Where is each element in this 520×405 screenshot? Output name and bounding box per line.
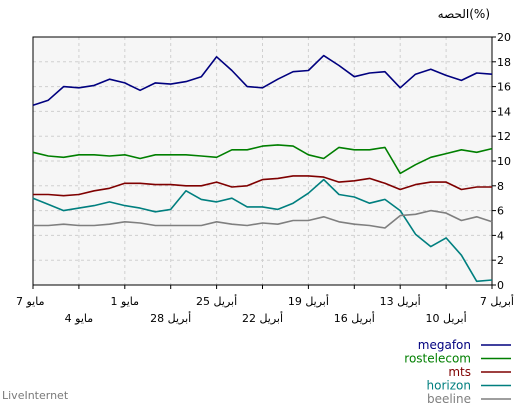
series-line-beeline [33,209,493,229]
x-tick-label: 16 أبريل [334,311,375,325]
y-tick-label: 18 [497,56,511,69]
x-tick-label: 13 أبريل [380,294,421,308]
series-line-megafon [32,54,493,106]
legend-label-rostelecom: rostelecom [404,352,471,366]
y-tick-label: 6 [497,205,504,218]
series-line-horizon [32,178,493,283]
legend-label-mts: mts [448,365,471,379]
y-tick-label: 0 [497,279,504,292]
watermark: LiveInternet [2,389,69,402]
x-tick-label: 25 أبريل [196,294,237,308]
y-tick-label: 2 [497,254,504,267]
series-line-mts [33,175,492,197]
series-line-rostelecom [32,144,493,175]
y-tick-label: 16 [497,81,511,94]
x-tick-label: 7 مايو [16,295,45,308]
y-tick-label: 20 [497,31,511,44]
y-axis-label: الحصه(%) [438,7,490,21]
x-tick-label: 7 أبريل [480,294,514,308]
y-tick-label: 14 [497,105,511,118]
axes: 0 2 4 6 8 10 12 14 16 18 20 7 أبريل 10 أبريل 13 أبريل… [16,31,514,325]
x-tick-label: 4 مايو [65,312,94,325]
x-tick-label: 1 مايو [111,295,140,308]
y-tick-label: 10 [497,155,511,168]
y-tick-label: 12 [497,130,511,143]
x-tick-label: 22 أبريل [242,311,283,325]
y-tick-label: 4 [497,229,504,242]
y-tick-label: 8 [497,180,504,193]
legend-label-horizon: horizon [427,379,471,393]
x-tick-label: 19 أبريل [288,294,329,308]
x-tick-label: 28 أبريل [150,311,191,325]
legend-label-megafon: megafon [418,338,471,352]
legend-label-beeline: beeline [427,392,471,405]
series-lines [32,54,493,283]
x-tick-label: 10 أبريل [426,311,467,325]
